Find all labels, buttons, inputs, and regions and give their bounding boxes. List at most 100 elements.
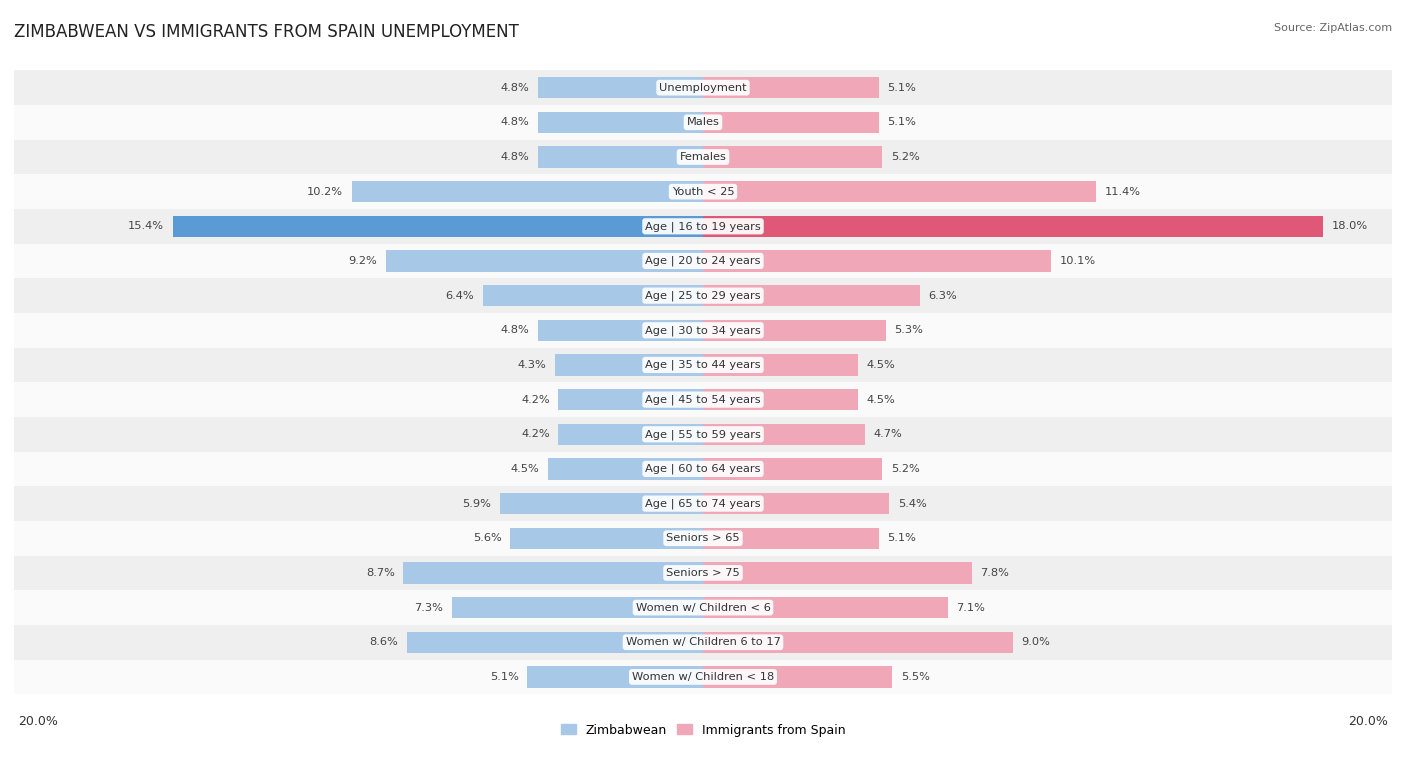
Bar [14, 347, 1392, 382]
Text: Age | 60 to 64 years: Age | 60 to 64 years [645, 464, 761, 474]
Text: 5.2%: 5.2% [891, 152, 920, 162]
Text: 20.0%: 20.0% [18, 715, 58, 728]
Text: Women w/ Children < 18: Women w/ Children < 18 [631, 672, 775, 682]
Bar [510, 528, 703, 549]
Text: Males: Males [686, 117, 720, 127]
Text: 5.1%: 5.1% [887, 533, 917, 544]
Bar [14, 556, 1392, 590]
Text: 20.0%: 20.0% [1348, 715, 1388, 728]
Text: 4.7%: 4.7% [873, 429, 903, 439]
Text: 8.7%: 8.7% [366, 568, 395, 578]
Legend: Zimbabwean, Immigrants from Spain: Zimbabwean, Immigrants from Spain [555, 718, 851, 742]
Bar [14, 659, 1392, 694]
Bar [703, 389, 858, 410]
Bar [14, 521, 1392, 556]
Text: 4.8%: 4.8% [501, 152, 529, 162]
Bar [537, 146, 703, 168]
Bar [14, 70, 1392, 105]
Text: Seniors > 75: Seniors > 75 [666, 568, 740, 578]
Text: 5.3%: 5.3% [894, 326, 924, 335]
Bar [14, 590, 1392, 625]
Bar [548, 458, 703, 480]
Text: 5.5%: 5.5% [901, 672, 929, 682]
Bar [352, 181, 703, 202]
Text: 18.0%: 18.0% [1331, 221, 1368, 232]
Text: Age | 16 to 19 years: Age | 16 to 19 years [645, 221, 761, 232]
Text: Age | 30 to 34 years: Age | 30 to 34 years [645, 325, 761, 335]
Bar [703, 251, 1050, 272]
Bar [558, 423, 703, 445]
Text: 6.4%: 6.4% [446, 291, 474, 301]
Bar [537, 77, 703, 98]
Bar [703, 354, 858, 375]
Text: Unemployment: Unemployment [659, 83, 747, 92]
Text: 5.4%: 5.4% [897, 499, 927, 509]
Bar [173, 216, 703, 237]
Bar [14, 417, 1392, 452]
Bar [703, 181, 1095, 202]
Text: 5.1%: 5.1% [887, 117, 917, 127]
Text: 4.8%: 4.8% [501, 117, 529, 127]
Bar [14, 174, 1392, 209]
Bar [703, 493, 889, 514]
Bar [703, 146, 882, 168]
Text: 4.5%: 4.5% [510, 464, 540, 474]
Text: 10.2%: 10.2% [307, 187, 343, 197]
Bar [14, 382, 1392, 417]
Bar [14, 209, 1392, 244]
Bar [14, 279, 1392, 313]
Text: 7.8%: 7.8% [980, 568, 1010, 578]
Text: ZIMBABWEAN VS IMMIGRANTS FROM SPAIN UNEMPLOYMENT: ZIMBABWEAN VS IMMIGRANTS FROM SPAIN UNEM… [14, 23, 519, 41]
Text: 9.2%: 9.2% [349, 256, 377, 266]
Text: Females: Females [679, 152, 727, 162]
Text: 4.3%: 4.3% [517, 360, 547, 370]
Bar [558, 389, 703, 410]
Bar [703, 423, 865, 445]
Bar [499, 493, 703, 514]
Text: 5.1%: 5.1% [887, 83, 917, 92]
Text: 6.3%: 6.3% [928, 291, 957, 301]
Text: 7.1%: 7.1% [956, 603, 986, 612]
Bar [387, 251, 703, 272]
Text: 5.9%: 5.9% [463, 499, 491, 509]
Text: Age | 20 to 24 years: Age | 20 to 24 years [645, 256, 761, 266]
Bar [703, 562, 972, 584]
Text: Women w/ Children < 6: Women w/ Children < 6 [636, 603, 770, 612]
Text: Age | 25 to 29 years: Age | 25 to 29 years [645, 291, 761, 301]
Bar [406, 631, 703, 653]
Bar [703, 285, 920, 307]
Text: 15.4%: 15.4% [128, 221, 165, 232]
Text: Youth < 25: Youth < 25 [672, 187, 734, 197]
Bar [703, 77, 879, 98]
Bar [14, 625, 1392, 659]
Bar [482, 285, 703, 307]
Text: 4.8%: 4.8% [501, 326, 529, 335]
Bar [527, 666, 703, 687]
Bar [703, 319, 886, 341]
Text: 8.6%: 8.6% [370, 637, 398, 647]
Text: 7.3%: 7.3% [413, 603, 443, 612]
Bar [14, 486, 1392, 521]
Text: 11.4%: 11.4% [1104, 187, 1140, 197]
Text: 4.2%: 4.2% [522, 394, 550, 404]
Text: 4.2%: 4.2% [522, 429, 550, 439]
Text: Women w/ Children 6 to 17: Women w/ Children 6 to 17 [626, 637, 780, 647]
Text: 5.6%: 5.6% [472, 533, 502, 544]
Bar [404, 562, 703, 584]
Text: Source: ZipAtlas.com: Source: ZipAtlas.com [1274, 23, 1392, 33]
Text: 4.5%: 4.5% [866, 394, 896, 404]
Text: 9.0%: 9.0% [1022, 637, 1050, 647]
Bar [451, 597, 703, 618]
Bar [537, 111, 703, 133]
Text: 4.8%: 4.8% [501, 83, 529, 92]
Text: 5.1%: 5.1% [489, 672, 519, 682]
Bar [703, 528, 879, 549]
Bar [703, 111, 879, 133]
Bar [703, 458, 882, 480]
Text: Seniors > 65: Seniors > 65 [666, 533, 740, 544]
Bar [14, 313, 1392, 347]
Text: 10.1%: 10.1% [1060, 256, 1095, 266]
Text: Age | 55 to 59 years: Age | 55 to 59 years [645, 429, 761, 440]
Bar [14, 139, 1392, 174]
Text: Age | 35 to 44 years: Age | 35 to 44 years [645, 360, 761, 370]
